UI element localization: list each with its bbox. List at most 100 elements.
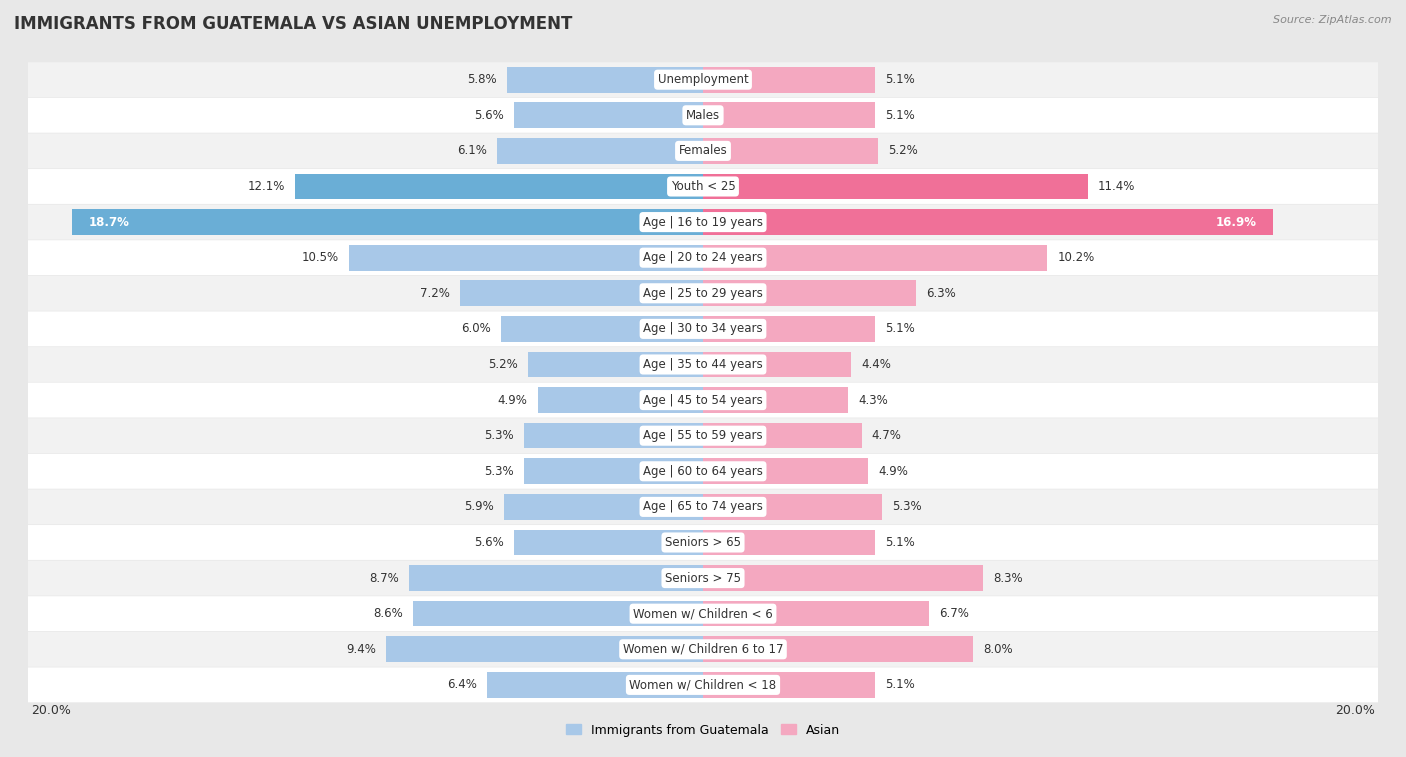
- Text: 11.4%: 11.4%: [1098, 180, 1135, 193]
- Bar: [295, 173, 703, 199]
- Bar: [503, 494, 703, 520]
- FancyBboxPatch shape: [28, 240, 1378, 275]
- Bar: [349, 245, 703, 270]
- Text: Age | 65 to 74 years: Age | 65 to 74 years: [643, 500, 763, 513]
- Text: Age | 55 to 59 years: Age | 55 to 59 years: [643, 429, 763, 442]
- Bar: [537, 388, 703, 413]
- Text: Age | 35 to 44 years: Age | 35 to 44 years: [643, 358, 763, 371]
- FancyBboxPatch shape: [28, 382, 1378, 418]
- FancyBboxPatch shape: [28, 454, 1378, 489]
- Text: Women w/ Children < 18: Women w/ Children < 18: [630, 678, 776, 691]
- Text: 6.7%: 6.7%: [939, 607, 969, 620]
- Bar: [501, 316, 703, 341]
- Text: 4.9%: 4.9%: [879, 465, 908, 478]
- Text: Age | 30 to 34 years: Age | 30 to 34 years: [643, 322, 763, 335]
- Bar: [460, 281, 703, 306]
- FancyBboxPatch shape: [28, 597, 1378, 631]
- Text: 5.6%: 5.6%: [474, 536, 503, 549]
- Text: 5.9%: 5.9%: [464, 500, 494, 513]
- Bar: [703, 102, 875, 128]
- Bar: [703, 423, 862, 448]
- FancyBboxPatch shape: [28, 561, 1378, 596]
- Bar: [385, 637, 703, 662]
- Bar: [486, 672, 703, 698]
- Bar: [409, 565, 703, 591]
- FancyBboxPatch shape: [28, 169, 1378, 204]
- FancyBboxPatch shape: [28, 133, 1378, 168]
- Text: Age | 60 to 64 years: Age | 60 to 64 years: [643, 465, 763, 478]
- Bar: [524, 459, 703, 484]
- Text: 6.0%: 6.0%: [461, 322, 491, 335]
- Text: 10.2%: 10.2%: [1057, 251, 1094, 264]
- Text: 5.3%: 5.3%: [891, 500, 921, 513]
- Text: 5.1%: 5.1%: [886, 73, 915, 86]
- Bar: [524, 423, 703, 448]
- Text: 8.6%: 8.6%: [373, 607, 402, 620]
- Text: 4.3%: 4.3%: [858, 394, 889, 407]
- FancyBboxPatch shape: [28, 632, 1378, 667]
- Text: 4.9%: 4.9%: [498, 394, 527, 407]
- Text: Seniors > 65: Seniors > 65: [665, 536, 741, 549]
- Text: 5.1%: 5.1%: [886, 322, 915, 335]
- Bar: [527, 352, 703, 377]
- FancyBboxPatch shape: [28, 347, 1378, 382]
- Text: 9.4%: 9.4%: [346, 643, 375, 656]
- Text: 12.1%: 12.1%: [247, 180, 284, 193]
- Text: 16.9%: 16.9%: [1215, 216, 1257, 229]
- Text: Unemployment: Unemployment: [658, 73, 748, 86]
- Bar: [703, 67, 875, 92]
- Bar: [703, 245, 1047, 270]
- FancyBboxPatch shape: [28, 668, 1378, 702]
- Bar: [703, 388, 848, 413]
- Text: 18.7%: 18.7%: [89, 216, 129, 229]
- Text: 6.4%: 6.4%: [447, 678, 477, 691]
- FancyBboxPatch shape: [28, 62, 1378, 97]
- FancyBboxPatch shape: [28, 418, 1378, 453]
- Text: 5.6%: 5.6%: [474, 109, 503, 122]
- Text: 8.7%: 8.7%: [370, 572, 399, 584]
- Bar: [703, 459, 869, 484]
- FancyBboxPatch shape: [28, 525, 1378, 560]
- Text: Males: Males: [686, 109, 720, 122]
- Text: Age | 45 to 54 years: Age | 45 to 54 years: [643, 394, 763, 407]
- Text: Source: ZipAtlas.com: Source: ZipAtlas.com: [1274, 15, 1392, 25]
- Text: IMMIGRANTS FROM GUATEMALA VS ASIAN UNEMPLOYMENT: IMMIGRANTS FROM GUATEMALA VS ASIAN UNEMP…: [14, 15, 572, 33]
- FancyBboxPatch shape: [28, 204, 1378, 239]
- Text: 8.0%: 8.0%: [983, 643, 1012, 656]
- Bar: [703, 637, 973, 662]
- Text: 20.0%: 20.0%: [1334, 704, 1375, 717]
- Text: Age | 20 to 24 years: Age | 20 to 24 years: [643, 251, 763, 264]
- Text: Age | 25 to 29 years: Age | 25 to 29 years: [643, 287, 763, 300]
- Text: Age | 16 to 19 years: Age | 16 to 19 years: [643, 216, 763, 229]
- Bar: [703, 601, 929, 627]
- Bar: [703, 672, 875, 698]
- Text: 5.1%: 5.1%: [886, 678, 915, 691]
- Text: 20.0%: 20.0%: [31, 704, 72, 717]
- Bar: [703, 494, 882, 520]
- Legend: Immigrants from Guatemala, Asian: Immigrants from Guatemala, Asian: [561, 718, 845, 742]
- Bar: [703, 209, 1274, 235]
- Text: 4.4%: 4.4%: [862, 358, 891, 371]
- FancyBboxPatch shape: [28, 490, 1378, 525]
- Bar: [498, 138, 703, 164]
- Text: 6.1%: 6.1%: [457, 145, 486, 157]
- Text: Youth < 25: Youth < 25: [671, 180, 735, 193]
- Text: 5.2%: 5.2%: [889, 145, 918, 157]
- Bar: [703, 138, 879, 164]
- Text: 5.2%: 5.2%: [488, 358, 517, 371]
- Text: Females: Females: [679, 145, 727, 157]
- FancyBboxPatch shape: [28, 98, 1378, 132]
- Text: 5.3%: 5.3%: [485, 429, 515, 442]
- Text: 5.8%: 5.8%: [468, 73, 498, 86]
- FancyBboxPatch shape: [28, 311, 1378, 347]
- Bar: [703, 173, 1088, 199]
- Bar: [703, 565, 983, 591]
- Bar: [508, 67, 703, 92]
- Bar: [703, 352, 852, 377]
- Text: Women w/ Children < 6: Women w/ Children < 6: [633, 607, 773, 620]
- FancyBboxPatch shape: [28, 276, 1378, 310]
- Bar: [703, 530, 875, 556]
- Bar: [72, 209, 703, 235]
- Bar: [413, 601, 703, 627]
- Text: Women w/ Children 6 to 17: Women w/ Children 6 to 17: [623, 643, 783, 656]
